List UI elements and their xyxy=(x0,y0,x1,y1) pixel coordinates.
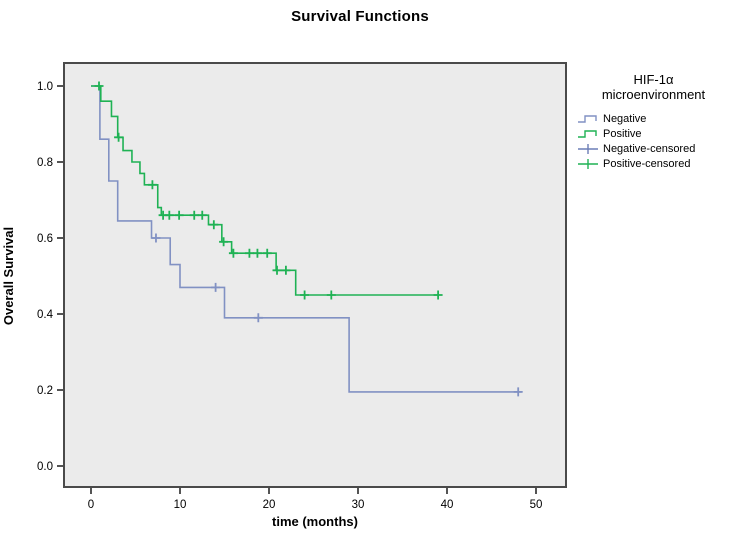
x-tick-label: 0 xyxy=(88,499,94,511)
legend-item-positive: Positive xyxy=(577,126,730,141)
censor-mark-positive xyxy=(281,265,291,275)
step-line-icon xyxy=(578,114,597,123)
x-tick-label: 20 xyxy=(263,499,276,511)
censor-mark-positive xyxy=(189,210,199,220)
censor-mark-positive xyxy=(252,248,262,258)
censor-mark-negative xyxy=(211,282,221,292)
legend-item-list: Negative Positive Negative-censored Posi… xyxy=(577,111,730,171)
legend-title-line2: microenvironment xyxy=(601,87,706,102)
plus-icon xyxy=(578,158,598,169)
censor-mark-negative xyxy=(513,387,523,397)
survival-curve-negative xyxy=(91,85,522,393)
x-tick-label: 40 xyxy=(441,499,454,511)
legend-item-label: Negative xyxy=(603,112,647,125)
step-line-icon xyxy=(578,129,597,138)
censor-mark-positive xyxy=(147,180,157,190)
legend-item-negative-censored: Negative-censored xyxy=(577,141,730,156)
x-tick-label: 10 xyxy=(174,499,187,511)
y-tick-label: 1.0 xyxy=(37,81,53,93)
x-tick-label: 30 xyxy=(352,499,365,511)
plot-area-background xyxy=(64,63,566,487)
legend-item-label: Negative-censored xyxy=(603,142,696,155)
censor-mark-positive xyxy=(219,237,229,247)
censor-mark-positive xyxy=(244,248,254,258)
censor-mark-positive xyxy=(228,248,238,258)
censor-mark-positive xyxy=(114,132,124,142)
censor-mark-positive xyxy=(164,210,174,220)
censor-mark-negative xyxy=(151,233,161,243)
censor-mark-positive xyxy=(262,248,272,258)
x-axis-label: time (months) xyxy=(272,514,358,529)
legend-item-label: Positive xyxy=(603,127,642,140)
censor-mark-positive xyxy=(433,290,443,300)
legend-title-line1: HIF-1α xyxy=(633,72,674,87)
censor-mark-positive xyxy=(174,210,184,220)
censor-mark-positive xyxy=(326,290,336,300)
censor-mark-positive xyxy=(209,220,219,230)
plot-frame xyxy=(63,62,567,488)
legend-item-label: Positive-censored xyxy=(603,157,691,170)
legend-title: HIF-1α microenvironment xyxy=(577,72,730,102)
y-tick-label: 0.0 xyxy=(37,461,53,473)
y-tick-label: 0.8 xyxy=(37,157,53,169)
censor-mark-positive xyxy=(300,290,310,300)
plus-icon xyxy=(578,143,598,154)
x-tick-label: 50 xyxy=(530,499,543,511)
legend-item-negative: Negative xyxy=(577,111,730,126)
censor-mark-positive xyxy=(197,210,207,220)
chart-title: Survival Functions xyxy=(291,8,429,25)
y-axis-label: Overall Survival xyxy=(1,226,16,326)
censor-mark-negative xyxy=(253,313,263,323)
legend-item-positive-censored: Positive-censored xyxy=(577,156,730,171)
legend: HIF-1α microenvironment Negative Positiv… xyxy=(577,72,730,171)
censor-mark-positive xyxy=(272,265,282,275)
y-tick-label: 0.6 xyxy=(37,233,53,245)
censor-mark-positive xyxy=(94,81,104,91)
y-tick-label: 0.4 xyxy=(37,309,54,321)
y-tick-label: 0.2 xyxy=(37,385,53,397)
